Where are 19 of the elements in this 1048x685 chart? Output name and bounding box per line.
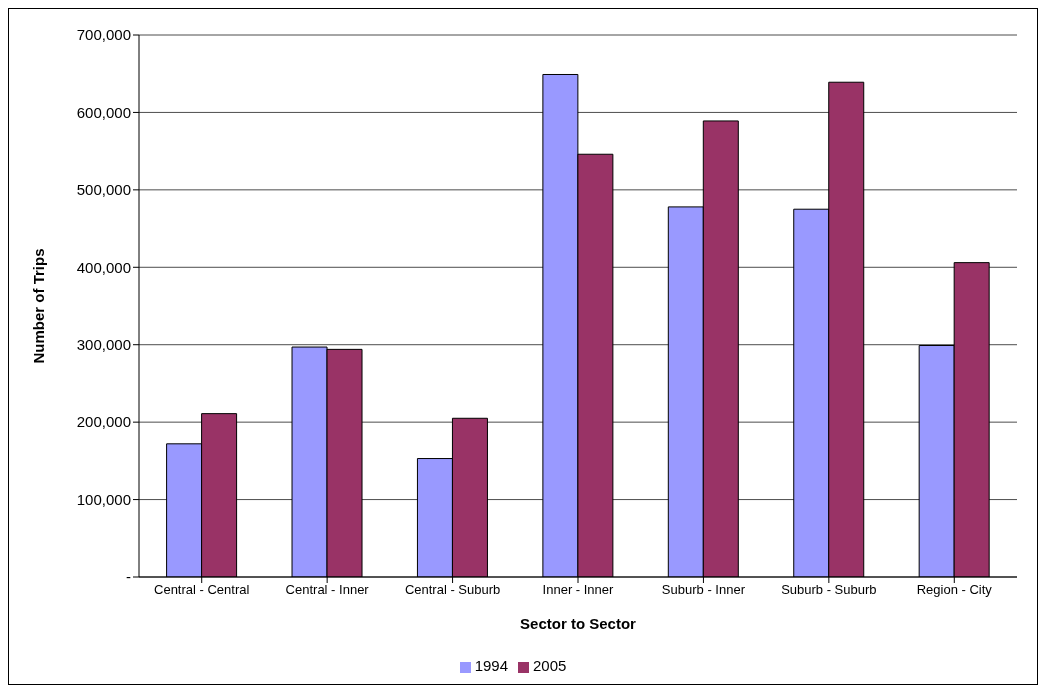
y-axis-title: Number of Trips — [30, 248, 48, 364]
x-tick-label: Suburb - Suburb — [781, 582, 877, 598]
x-tick-label: Central - Suburb — [404, 582, 501, 598]
x-tick-label: Central - Inner — [285, 582, 370, 598]
y-tick-label: 200,000 — [76, 413, 131, 431]
x-tick-label: Region - City — [916, 582, 993, 598]
x-axis-title: Sector to Sector — [520, 615, 637, 632]
x-tick-label: Central - Central — [154, 582, 250, 598]
y-tick-label: 500,000 — [76, 181, 131, 199]
legend-label: 1994 — [474, 657, 508, 674]
y-tick-label: 600,000 — [76, 103, 131, 121]
legend-label: 2005 — [533, 657, 567, 674]
x-tick-label: Inner - Inner — [542, 582, 615, 598]
y-tick-label: 700,000 — [76, 26, 131, 44]
y-tick-label: 100,000 — [76, 490, 131, 508]
y-tick-label: 400,000 — [76, 258, 131, 276]
y-tick-label: - — [126, 568, 131, 586]
x-tick-label: Suburb - Inner — [661, 582, 746, 598]
y-tick-label: 300,000 — [76, 336, 131, 354]
